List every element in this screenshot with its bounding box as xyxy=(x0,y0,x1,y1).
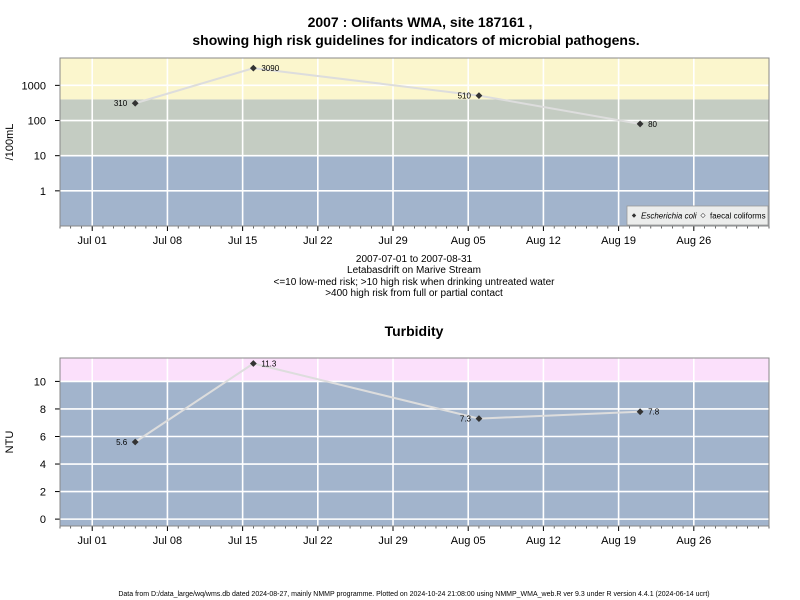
data-point xyxy=(475,92,483,100)
data-label: 5.6 xyxy=(116,438,128,447)
x-tick-label: Jul 15 xyxy=(228,235,257,247)
data-label: 510 xyxy=(458,92,472,101)
x-axis: Jul 01 Jul 08 Jul 15 Jul 22 Jul 29 Aug 05 Aug … xyxy=(59,226,770,247)
y-tick-label: 2 xyxy=(40,487,46,499)
info-drinking-guideline: <=10 low-med risk; >10 high risk when dr… xyxy=(274,277,556,288)
legend-marker-faecal xyxy=(700,212,706,219)
y-axis-label: NTU xyxy=(4,431,16,454)
x-tick-label: Jul 08 xyxy=(153,535,182,547)
footer-note: Data from D:/data_large/wq/wms.db dated … xyxy=(118,591,709,598)
y-tick-label: 10 xyxy=(34,376,46,388)
y-tick-label: 8 xyxy=(40,404,46,416)
legend-label-faecal: faecal coliforms xyxy=(710,212,766,221)
x-tick-label: Jul 22 xyxy=(303,235,332,247)
data-label: 7.8 xyxy=(648,408,660,417)
series-line xyxy=(134,67,641,125)
legend: Escherichia coli faecal coliforms xyxy=(626,205,769,226)
y-tick-label: 100 xyxy=(28,116,46,128)
turbidity-title: Turbidity xyxy=(385,323,444,339)
data-point xyxy=(249,64,257,72)
legend-marker-ecoli xyxy=(631,213,637,218)
data-point xyxy=(131,438,139,446)
data-label: 7.3 xyxy=(460,415,472,424)
x-tick-label: Aug 12 xyxy=(526,535,561,547)
info-site: Letabasdrift on Marive Stream xyxy=(347,265,481,276)
data-point xyxy=(131,99,139,107)
plot-frame xyxy=(59,357,770,527)
data-label: 80 xyxy=(648,120,657,129)
x-axis: Jul 01 Jul 08 Jul 15 Jul 22 Jul 29 Aug 05 Aug … xyxy=(59,526,770,547)
ecoli-panel: Jul 01 Jul 08 Jul 15 Jul 22 Jul 29 Aug 05 Aug … xyxy=(4,57,770,247)
risk-band-1 xyxy=(60,99,769,156)
info-contact-guideline: >400 high risk from full or partial cont… xyxy=(325,288,503,299)
data-label: 11.3 xyxy=(261,360,277,369)
y-tick-label: 6 xyxy=(40,431,46,443)
x-tick-label: Aug 26 xyxy=(676,535,711,547)
y-tick-label: 4 xyxy=(40,459,46,471)
y-axis-label: /100mL xyxy=(4,124,16,161)
y-tick-label: 0 xyxy=(40,514,46,526)
data-label: 3090 xyxy=(261,64,279,73)
x-tick-label: Jul 01 xyxy=(78,535,107,547)
x-tick-label: Jul 01 xyxy=(78,235,107,247)
x-tick-label: Aug 19 xyxy=(601,535,636,547)
x-tick-label: Aug 12 xyxy=(526,235,561,247)
x-tick-label: Jul 08 xyxy=(153,235,182,247)
plot-frame xyxy=(59,57,770,227)
legend-label-ecoli: Escherichia coli xyxy=(641,212,697,221)
data-label: 310 xyxy=(114,99,128,108)
figure-title-line1: 2007 : Olifants WMA, site 187161 , xyxy=(308,14,533,30)
risk-band-1 xyxy=(60,358,769,382)
data-point xyxy=(636,120,644,128)
series-line xyxy=(134,362,641,443)
x-tick-label: Aug 05 xyxy=(451,235,486,247)
legend-box xyxy=(626,205,769,226)
x-tick-label: Jul 15 xyxy=(228,535,257,547)
data-point xyxy=(249,360,257,367)
x-tick-label: Aug 26 xyxy=(676,235,711,247)
data-point xyxy=(475,415,483,422)
info-block: 2007-07-01 to 2007-08-31 Letabasdrift on… xyxy=(274,254,556,299)
x-tick-label: Jul 29 xyxy=(378,235,407,247)
y-tick-label: 1 xyxy=(40,186,46,198)
data-point xyxy=(636,408,644,416)
risk-band-0 xyxy=(60,381,769,526)
x-tick-label: Jul 29 xyxy=(378,535,407,547)
x-tick-label: Aug 19 xyxy=(601,235,636,247)
turbidity-panel: Jul 01 Jul 08 Jul 15 Jul 22 Jul 29 Aug 05 Aug … xyxy=(4,357,770,547)
y-axis: 1 10 100 1000 xyxy=(22,80,60,198)
y-axis: 0 2 4 6 8 10 xyxy=(34,376,60,526)
y-tick-label: 1000 xyxy=(22,80,46,92)
x-tick-label: Jul 22 xyxy=(303,535,332,547)
risk-band-2 xyxy=(60,58,769,100)
y-tick-label: 10 xyxy=(34,151,46,163)
figure-title-line2: showing high risk guidelines for indicat… xyxy=(192,32,639,48)
info-date-range: 2007-07-01 to 2007-08-31 xyxy=(356,254,473,265)
x-tick-label: Aug 05 xyxy=(451,535,486,547)
